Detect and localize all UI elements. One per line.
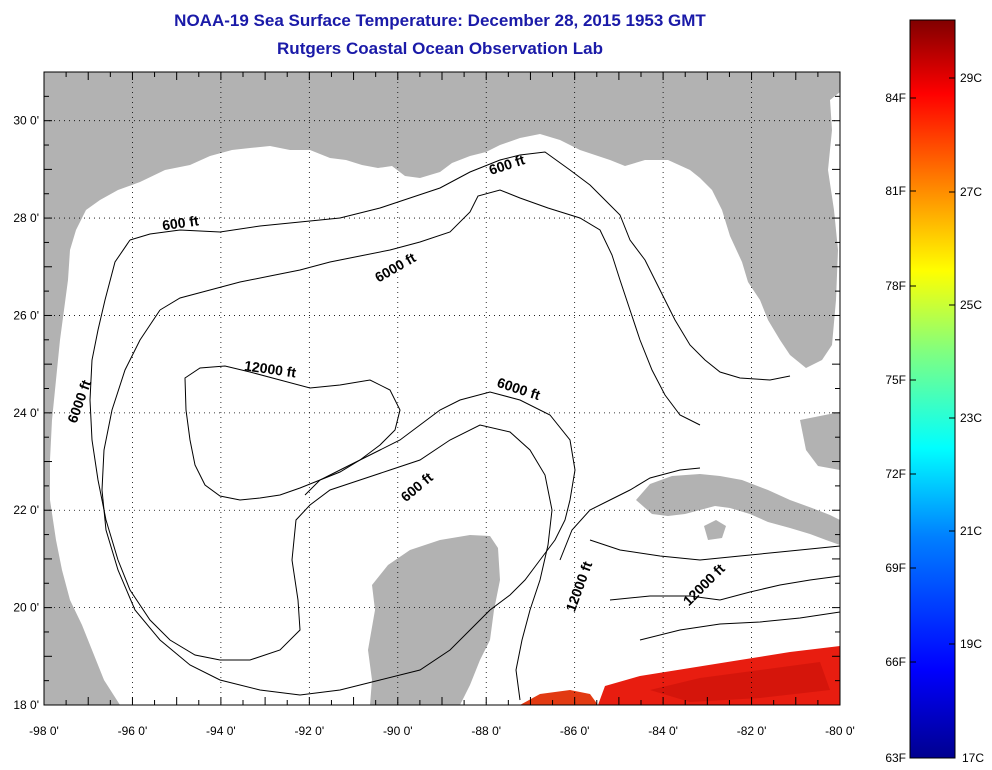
- contour-12000ft-caribbean: [559, 467, 701, 561]
- colorbar-c-label: 19C: [960, 637, 982, 651]
- y-tick-label: 28 0': [13, 211, 39, 225]
- y-tick-label: 18 0': [13, 698, 39, 712]
- colorbar-c-label: 25C: [960, 298, 982, 312]
- colorbar-min-c-label: 17C: [962, 751, 984, 765]
- colorbar-f-label: 72F: [885, 467, 906, 481]
- colorbar-f-label: 66F: [885, 655, 906, 669]
- y-tick-label: 26 0': [13, 308, 39, 322]
- colorbar-f-label: 81F: [885, 184, 906, 198]
- x-tick-label: -96 0': [118, 724, 148, 738]
- axis-ticks: [43, 71, 841, 706]
- contour-caribbean-12000: [609, 575, 840, 601]
- colorbar-f-label: 75F: [885, 373, 906, 387]
- contour-caribbean-deep: [639, 611, 840, 641]
- x-tick-label: -86 0': [560, 724, 590, 738]
- x-tick-label: -80 0': [825, 724, 855, 738]
- x-tick-label: -84 0': [648, 724, 678, 738]
- x-tick-label: -98 0': [29, 724, 59, 738]
- y-tick-label: 30 0': [13, 114, 39, 128]
- colorbar-c-label: 27C: [960, 185, 982, 199]
- colorbar-c-label: 23C: [960, 411, 982, 425]
- colorbar-f-label: 69F: [885, 561, 906, 575]
- lat-lon-grid: [44, 72, 840, 705]
- y-tick-label: 20 0': [13, 601, 39, 615]
- x-tick-label: -94 0': [206, 724, 236, 738]
- x-tick-label: -90 0': [383, 724, 413, 738]
- contour-600ft: [129, 151, 791, 381]
- colorbar-f-label: 84F: [885, 91, 906, 105]
- colorbar-min-label: 63F: [885, 751, 906, 765]
- contour-label: 12000 ft: [243, 357, 297, 380]
- map-subtitle: Rutgers Coastal Ocean Observation Lab: [277, 39, 603, 58]
- colorbar-c-label: 29C: [960, 71, 982, 85]
- x-tick-label: -82 0': [737, 724, 767, 738]
- colorbar-c-label: 21C: [960, 524, 982, 538]
- land-isle-of-youth: [704, 520, 726, 540]
- land-yucatan: [368, 535, 500, 705]
- sst-warm-patch-west: [520, 690, 598, 705]
- land-cuba: [636, 474, 840, 545]
- contour-12000ft: [184, 365, 401, 501]
- x-tick-label: -88 0': [471, 724, 501, 738]
- colorbar-labels: 84F 81F 78F 75F 72F 69F 66F 29C 27C 25C 23C 21C 19C 6…: [885, 71, 984, 765]
- contour-6000ft: [159, 189, 701, 426]
- y-tick-label: 22 0': [13, 503, 39, 517]
- colorbar: [909, 19, 956, 759]
- contour-6000ft-west: [101, 309, 576, 696]
- y-tick-label: 24 0': [13, 406, 39, 420]
- x-axis-labels: -98 0' -96 0' -94 0' -92 0' -90 0' -88 0' -86 …: [29, 724, 855, 738]
- land-southeast: [800, 412, 840, 470]
- land-us-mexico-coast: [44, 72, 840, 705]
- colorbar-f-label: 78F: [885, 279, 906, 293]
- colorbar-ticks: [910, 77, 955, 663]
- map-title: NOAA-19 Sea Surface Temperature: Decembe…: [174, 11, 706, 30]
- sst-hot-core: [650, 662, 830, 702]
- contour-label: 600 ft: [161, 212, 200, 233]
- y-axis-labels: 18 0' 20 0' 22 0' 24 0' 26 0' 28 0' 30 0': [13, 114, 39, 712]
- contour-caribbean-south: [589, 539, 840, 561]
- contour-600ft-west: [89, 239, 553, 701]
- x-tick-label: -92 0': [295, 724, 325, 738]
